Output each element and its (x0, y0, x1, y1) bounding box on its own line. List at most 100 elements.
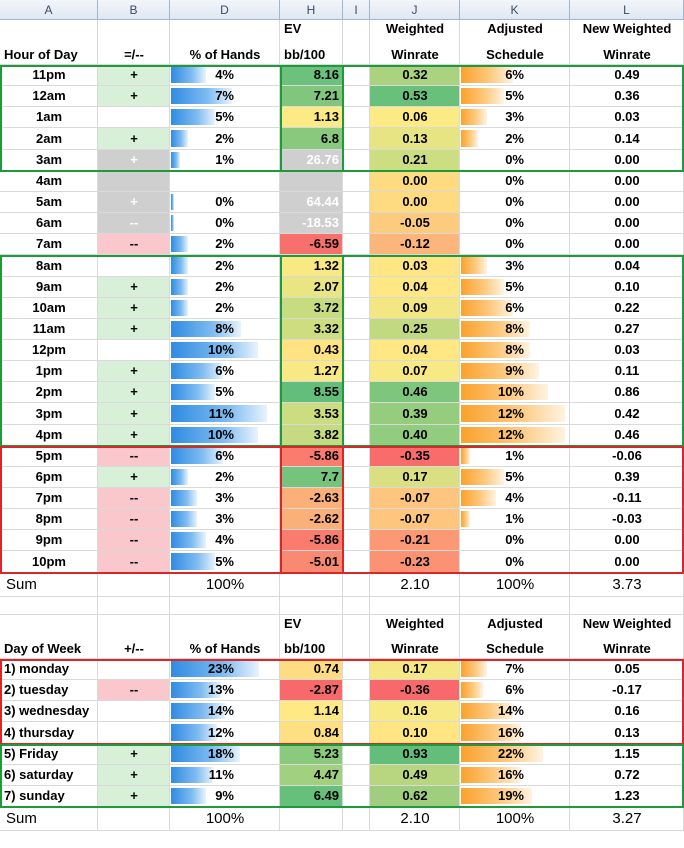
day-sum-hands[interactable]: 100% (170, 807, 280, 831)
day-sum-winrate[interactable]: 2.10 (370, 807, 460, 831)
header-col-d[interactable]: % of Hands (170, 20, 280, 65)
adjusted-schedule-cell[interactable]: 3% (460, 107, 570, 128)
row-label[interactable]: 7) sunday (0, 786, 98, 807)
spacer-cell[interactable] (343, 171, 370, 192)
row-label[interactable]: 1am (0, 107, 98, 128)
sign-cell[interactable]: + (98, 744, 170, 765)
hour-sum-b[interactable] (98, 573, 170, 597)
new-weighted-winrate-cell[interactable]: 0.46 (570, 425, 684, 446)
column-header-i[interactable]: I (343, 0, 370, 20)
adjusted-schedule-cell[interactable]: 16% (460, 765, 570, 786)
new-weighted-winrate-cell[interactable]: 0.39 (570, 467, 684, 488)
ev-cell[interactable]: 7.21 (280, 86, 343, 107)
weighted-winrate-cell[interactable]: 0.25 (370, 319, 460, 340)
ev-cell[interactable] (280, 171, 343, 192)
sign-cell[interactable]: -- (98, 509, 170, 530)
hands-pct-cell[interactable]: 12% (170, 722, 280, 744)
column-header-l[interactable]: L (570, 0, 684, 20)
weighted-winrate-cell[interactable]: 0.04 (370, 277, 460, 298)
row-label[interactable]: 2) tuesday (0, 680, 98, 701)
ev-cell[interactable]: 4.47 (280, 765, 343, 786)
weighted-winrate-cell[interactable]: 0.09 (370, 298, 460, 319)
adjusted-schedule-cell[interactable]: 6% (460, 65, 570, 86)
spacer-cell[interactable] (343, 382, 370, 403)
weighted-winrate-cell[interactable]: 0.17 (370, 659, 460, 680)
new-weighted-winrate-cell[interactable]: 1.23 (570, 786, 684, 807)
sign-cell[interactable]: + (98, 786, 170, 807)
ev-cell[interactable]: 1.13 (280, 107, 343, 128)
new-weighted-winrate-cell[interactable]: 0.10 (570, 277, 684, 298)
new-weighted-winrate-cell[interactable]: -0.17 (570, 680, 684, 701)
adjusted-schedule-cell[interactable]: 8% (460, 319, 570, 340)
header-col-h[interactable]: EV bb/100 (280, 20, 343, 65)
ev-cell[interactable]: 0.74 (280, 659, 343, 680)
adjusted-schedule-cell[interactable]: 1% (460, 446, 570, 467)
column-header-a[interactable]: A (0, 0, 98, 20)
row-label[interactable]: 2am (0, 128, 98, 150)
row-label[interactable]: 7pm (0, 488, 98, 509)
ev-cell[interactable]: -5.86 (280, 530, 343, 551)
spacer-cell[interactable] (343, 680, 370, 701)
weighted-winrate-cell[interactable]: 0.13 (370, 128, 460, 150)
new-weighted-winrate-cell[interactable]: 0.00 (570, 530, 684, 551)
weighted-winrate-cell[interactable]: 0.53 (370, 86, 460, 107)
spacer-cell[interactable] (343, 701, 370, 722)
row-label[interactable]: 12pm (0, 340, 98, 361)
adjusted-schedule-cell[interactable]: 7% (460, 659, 570, 680)
spacer-cell[interactable] (343, 150, 370, 171)
ev-cell[interactable]: 1.14 (280, 701, 343, 722)
weighted-winrate-cell[interactable]: 0.17 (370, 467, 460, 488)
new-weighted-winrate-cell[interactable]: 0.00 (570, 551, 684, 573)
weighted-winrate-cell[interactable]: 0.06 (370, 107, 460, 128)
blank-row-l[interactable] (570, 597, 684, 615)
spacer-cell[interactable] (343, 298, 370, 319)
hour-sum-label[interactable]: Sum (0, 573, 98, 597)
hands-pct-cell[interactable]: 11% (170, 403, 280, 425)
header-col-b[interactable]: =/-- (98, 20, 170, 65)
sign-cell[interactable]: + (98, 361, 170, 382)
new-weighted-winrate-cell[interactable]: 0.00 (570, 150, 684, 171)
sign-cell[interactable]: + (98, 128, 170, 150)
sign-cell[interactable]: -- (98, 680, 170, 701)
sign-cell[interactable]: + (98, 765, 170, 786)
spacer-cell[interactable] (343, 277, 370, 298)
new-weighted-winrate-cell[interactable]: 1.15 (570, 744, 684, 765)
hands-pct-cell[interactable]: 10% (170, 425, 280, 446)
hands-pct-cell[interactable]: 5% (170, 382, 280, 403)
adjusted-schedule-cell[interactable]: 12% (460, 403, 570, 425)
ev-cell[interactable]: 64.44 (280, 192, 343, 213)
header-col-i[interactable] (343, 20, 370, 65)
hands-pct-cell[interactable]: 3% (170, 488, 280, 509)
adjusted-schedule-cell[interactable]: 0% (460, 171, 570, 192)
hands-pct-cell[interactable]: 4% (170, 530, 280, 551)
sign-cell[interactable]: + (98, 403, 170, 425)
adjusted-schedule-cell[interactable]: 22% (460, 744, 570, 765)
sign-cell[interactable]: -- (98, 488, 170, 509)
adjusted-schedule-cell[interactable]: 10% (460, 382, 570, 403)
weighted-winrate-cell[interactable]: 0.07 (370, 361, 460, 382)
hands-pct-cell[interactable]: 2% (170, 277, 280, 298)
ev-cell[interactable]: 3.72 (280, 298, 343, 319)
blank-row-i[interactable] (343, 597, 370, 615)
sign-cell[interactable] (98, 340, 170, 361)
day-sum-b[interactable] (98, 807, 170, 831)
new-weighted-winrate-cell[interactable]: 0.05 (570, 659, 684, 680)
new-weighted-winrate-cell[interactable]: 0.00 (570, 213, 684, 234)
hands-pct-cell[interactable]: 14% (170, 701, 280, 722)
blank-row-d[interactable] (170, 597, 280, 615)
header-col-j[interactable]: Weighted Winrate (370, 615, 460, 659)
spacer-cell[interactable] (343, 107, 370, 128)
adjusted-schedule-cell[interactable]: 0% (460, 234, 570, 255)
ev-cell[interactable]: -2.62 (280, 509, 343, 530)
adjusted-schedule-cell[interactable]: 5% (460, 86, 570, 107)
day-sum-h[interactable] (280, 807, 343, 831)
new-weighted-winrate-cell[interactable]: 0.36 (570, 86, 684, 107)
hands-pct-cell[interactable]: 5% (170, 551, 280, 573)
hands-pct-cell[interactable]: 18% (170, 744, 280, 765)
spacer-cell[interactable] (343, 65, 370, 86)
weighted-winrate-cell[interactable]: -0.05 (370, 213, 460, 234)
weighted-winrate-cell[interactable]: -0.23 (370, 551, 460, 573)
spacer-cell[interactable] (343, 255, 370, 277)
hands-pct-cell[interactable]: 13% (170, 680, 280, 701)
new-weighted-winrate-cell[interactable]: 0.00 (570, 171, 684, 192)
